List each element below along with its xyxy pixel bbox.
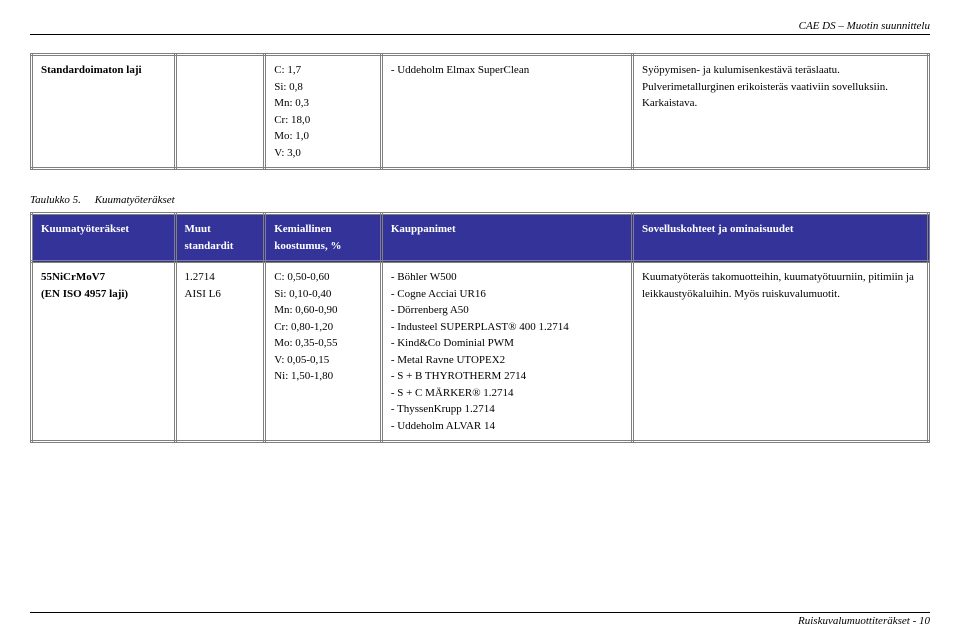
page-footer: Ruiskuvalumuottiteräkset - 10 — [30, 612, 930, 627]
table-row: Standardoimaton laji C: 1,7Si: 0,8Mn: 0,3… — [32, 55, 929, 169]
cell-chem: C: 0,50-0,60Si: 0,10-0,40Mn: 0,60-0,90Cr… — [265, 262, 382, 442]
page-header: CAE DS – Muotin suunnittelu — [30, 20, 930, 35]
table-continuation: Standardoimaton laji C: 1,7Si: 0,8Mn: 0,3… — [30, 53, 930, 170]
th-kauppanimet: Kauppanimet — [381, 214, 632, 262]
table2-caption: Taulukko 5. Kuumatyöteräkset — [30, 194, 930, 206]
th-kemiallinen: Kemiallinen koostumus, % — [265, 214, 382, 262]
cell-name: Standardoimaton laji — [32, 55, 176, 169]
caption-text: Kuumatyöteräkset — [95, 194, 175, 206]
cell-chem: C: 1,7Si: 0,8Mn: 0,3Cr: 18,0Mo: 1,0V: 3,… — [265, 55, 382, 169]
th-sovelluskohteet: Sovelluskohteet ja ominaisuudet — [632, 214, 928, 262]
th-muut-standardit: Muut standardit — [175, 214, 265, 262]
table-kuumatyoterakset: Kuumatyöteräkset Muut standardit Kemiall… — [30, 212, 930, 443]
cell-std — [175, 55, 265, 169]
footer-text: Ruiskuvalumuottiteräkset - 10 — [798, 615, 930, 627]
cell-apps: Syöpymisen- ja kulumisenkestävä teräslaa… — [632, 55, 928, 169]
caption-label: Taulukko 5. — [30, 194, 81, 206]
table2-header-row: Kuumatyöteräkset Muut standardit Kemiall… — [32, 214, 929, 262]
cell-name: 55NiCrMoV7(EN ISO 4957 laji) — [32, 262, 176, 442]
header-title: CAE DS – Muotin suunnittelu — [799, 20, 930, 32]
th-kuumatyoterakset: Kuumatyöteräkset — [32, 214, 176, 262]
cell-std: 1.2714AISI L6 — [175, 262, 265, 442]
table-row: 55NiCrMoV7(EN ISO 4957 laji)1.2714AISI L… — [32, 262, 929, 442]
cell-brands: - Böhler W500- Cogne Acciai UR16- Dörren… — [381, 262, 632, 442]
cell-brands: - Uddeholm Elmax SuperClean — [381, 55, 632, 169]
cell-apps: Kuumatyöteräs takomuotteihin, kuumatyötu… — [632, 262, 928, 442]
